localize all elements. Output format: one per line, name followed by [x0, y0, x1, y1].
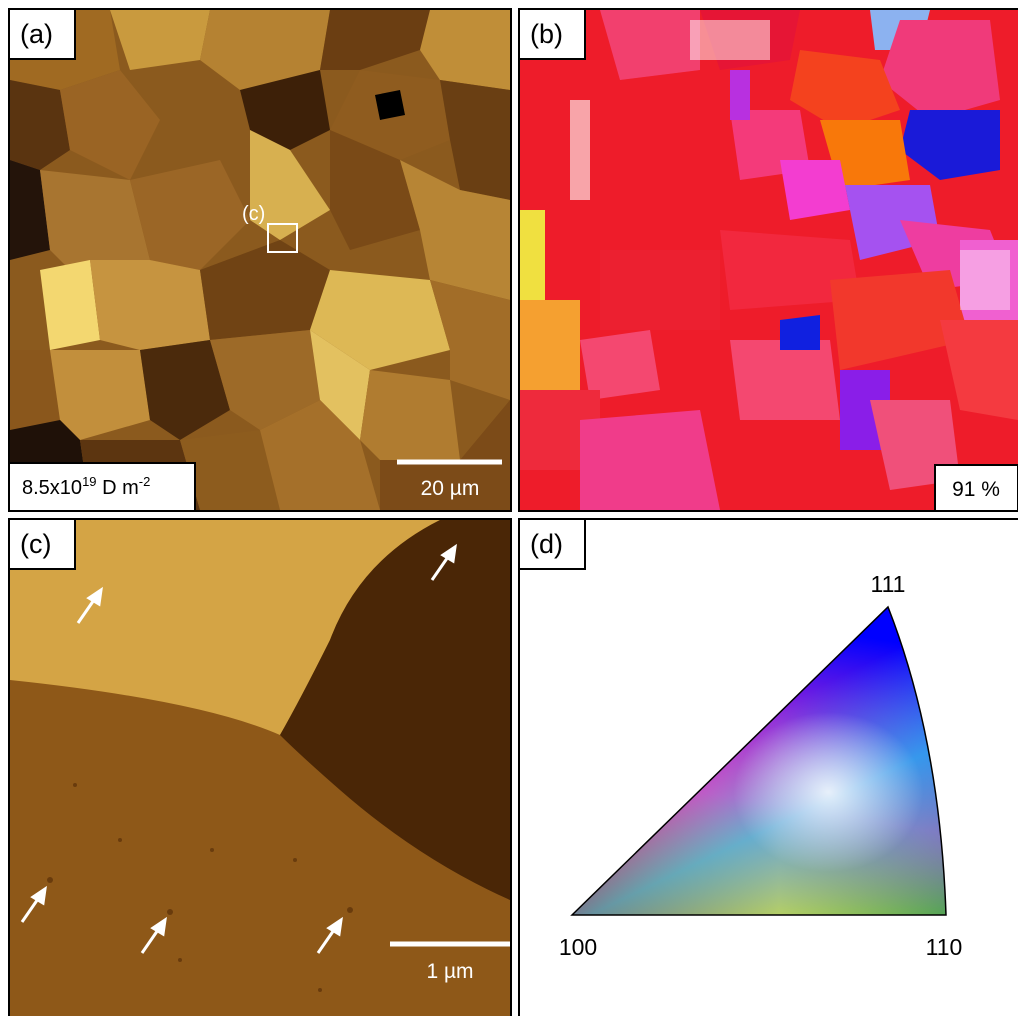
dose-unit-exp: -2 [139, 474, 151, 489]
scale-bar-label: 20 µm [421, 477, 480, 500]
ebsd-map [520, 10, 1018, 510]
corner-label: 100 [559, 934, 597, 960]
panel-label: (c) [20, 529, 51, 559]
corner-label: 110 [926, 934, 963, 960]
indexing-annotation: 91 % [952, 478, 1000, 501]
figure: (c) (a) 8.5x1019 D m-2 20 µm [0, 0, 1018, 1016]
panel-label: (a) [20, 19, 53, 49]
scale-bar-label: 1 µm [426, 960, 473, 983]
panel-label: (b) [530, 19, 563, 49]
dose-unit: D m [97, 477, 139, 499]
dose-exp: 19 [82, 474, 96, 489]
corner-label: 111 [871, 571, 906, 597]
afm-map [10, 10, 510, 510]
inset-label: (c) [242, 203, 265, 225]
panel-label: (d) [530, 529, 563, 559]
dose-base: 8.5x10 [22, 477, 82, 499]
